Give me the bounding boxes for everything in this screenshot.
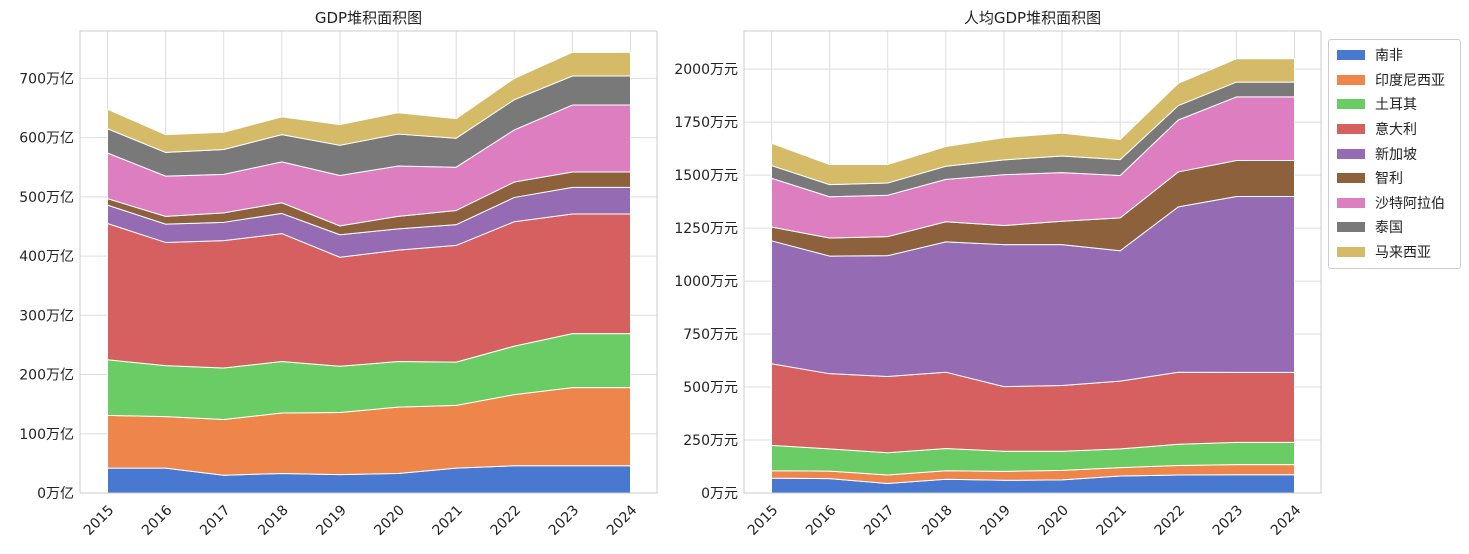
legend: 南非 印度尼西亚 土耳其 意大利 新加坡 智利 沙特阿拉伯 泰国 马来西亚 [1328, 39, 1461, 270]
legend-item-indonesia: 印度尼西亚 [1329, 68, 1460, 93]
legend-item-italy: 意大利 [1329, 117, 1460, 142]
per-capita-gdp-area-series-8 [771, 58, 1295, 186]
per-capita-gdp-y-axis: 0万元 250万元 500万元 750万元 1000万元 1250万元 1500万元 1750… [674, 62, 738, 502]
y-tick-label: 1750万元 [674, 115, 738, 131]
legend-item-chile: 智利 [1329, 166, 1460, 191]
x-tick-label: 2024 [1268, 502, 1305, 539]
legend-swatch [1337, 148, 1365, 159]
legend-item-south-africa: 南非 [1329, 43, 1460, 68]
gdp-y-axis: 0万亿 100万亿 200万亿 300万亿 400万亿 500万亿 600万亿 700万亿 [19, 71, 74, 502]
y-tick-label: 1500万元 [674, 168, 738, 184]
x-tick-label: 2019 [313, 502, 350, 539]
legend-item-turkey: 土耳其 [1329, 92, 1460, 117]
x-tick-label: 2021 [1094, 502, 1131, 539]
x-tick-label: 2023 [1210, 502, 1247, 539]
x-tick-label: 2016 [803, 502, 840, 539]
x-tick-label: 2023 [546, 502, 583, 539]
x-tick-label: 2016 [139, 502, 176, 539]
gdp-x-axis: 2015 2016 2017 2018 2019 2020 2021 2022 2023 2024 [81, 502, 641, 539]
x-tick-label: 2021 [430, 502, 467, 539]
x-tick-label: 2022 [488, 502, 525, 539]
y-tick-label: 600万亿 [19, 131, 74, 147]
y-tick-label: 250万元 [683, 433, 738, 449]
gdp-chart-panel: 0万亿 100万亿 200万亿 300万亿 400万亿 500万亿 600万亿 700万亿 2… [19, 9, 658, 539]
legend-item-saudi-arabia: 沙特阿拉伯 [1329, 191, 1460, 216]
legend-swatch [1337, 173, 1365, 184]
y-tick-label: 1250万元 [674, 221, 738, 237]
gdp-chart-title: GDP堆积面积图 [315, 9, 422, 27]
legend-swatch [1337, 197, 1365, 208]
x-tick-label: 2020 [1035, 502, 1072, 539]
legend-label: 马来西亚 [1375, 245, 1431, 262]
x-tick-label: 2018 [919, 502, 956, 539]
y-tick-label: 500万元 [683, 380, 738, 396]
legend-swatch [1337, 50, 1365, 61]
legend-label: 意大利 [1375, 122, 1417, 139]
legend-label: 沙特阿拉伯 [1375, 195, 1445, 212]
y-tick-label: 1000万元 [674, 274, 738, 290]
legend-label: 泰国 [1375, 220, 1403, 237]
x-tick-label: 2017 [861, 502, 898, 539]
per-capita-gdp-plot-border [743, 30, 1322, 494]
y-tick-label: 400万亿 [19, 249, 74, 265]
y-tick-label: 500万亿 [19, 190, 74, 206]
x-tick-label: 2022 [1152, 502, 1189, 539]
per-capita-gdp-chart-panel: 0万元 250万元 500万元 750万元 1000万元 1250万元 1500万元 1750… [674, 9, 1322, 539]
legend-item-malaysia: 马来西亚 [1329, 240, 1460, 265]
legend-label: 智利 [1375, 171, 1403, 188]
legend-swatch [1337, 99, 1365, 110]
legend-item-thailand: 泰国 [1329, 215, 1460, 240]
y-tick-label: 100万亿 [19, 427, 74, 443]
x-tick-label: 2015 [81, 502, 118, 539]
y-tick-label: 300万亿 [19, 308, 74, 324]
x-tick-label: 2018 [255, 502, 292, 539]
y-tick-label: 200万亿 [19, 368, 74, 384]
per-capita-gdp-chart-title: 人均GDP堆积面积图 [964, 9, 1101, 27]
x-tick-label: 2019 [977, 502, 1014, 539]
legend-label: 印度尼西亚 [1375, 72, 1445, 89]
x-tick-label: 2015 [745, 502, 782, 539]
y-tick-label: 750万元 [683, 327, 738, 343]
x-tick-label: 2017 [197, 502, 234, 539]
gdp-plot-border [79, 30, 658, 494]
y-tick-label: 2000万元 [674, 62, 738, 78]
legend-label: 南非 [1375, 48, 1403, 65]
per-capita-gdp-areas [771, 58, 1295, 494]
y-tick-label: 0万亿 [37, 486, 74, 502]
legend-swatch [1337, 74, 1365, 85]
legend-swatch [1337, 247, 1365, 258]
legend-swatch [1337, 124, 1365, 135]
y-tick-label: 0万元 [701, 486, 738, 502]
x-tick-label: 2024 [604, 502, 641, 539]
legend-item-singapore: 新加坡 [1329, 141, 1460, 166]
legend-label: 土耳其 [1375, 97, 1417, 114]
gdp-area-series-8 [107, 51, 631, 153]
x-tick-label: 2020 [371, 502, 408, 539]
per-capita-gdp-x-axis: 2015 2016 2017 2018 2019 2020 2021 2022 2023 2024 [745, 502, 1305, 539]
legend-label: 新加坡 [1375, 146, 1417, 163]
y-tick-label: 700万亿 [19, 71, 74, 87]
legend-swatch [1337, 222, 1365, 233]
